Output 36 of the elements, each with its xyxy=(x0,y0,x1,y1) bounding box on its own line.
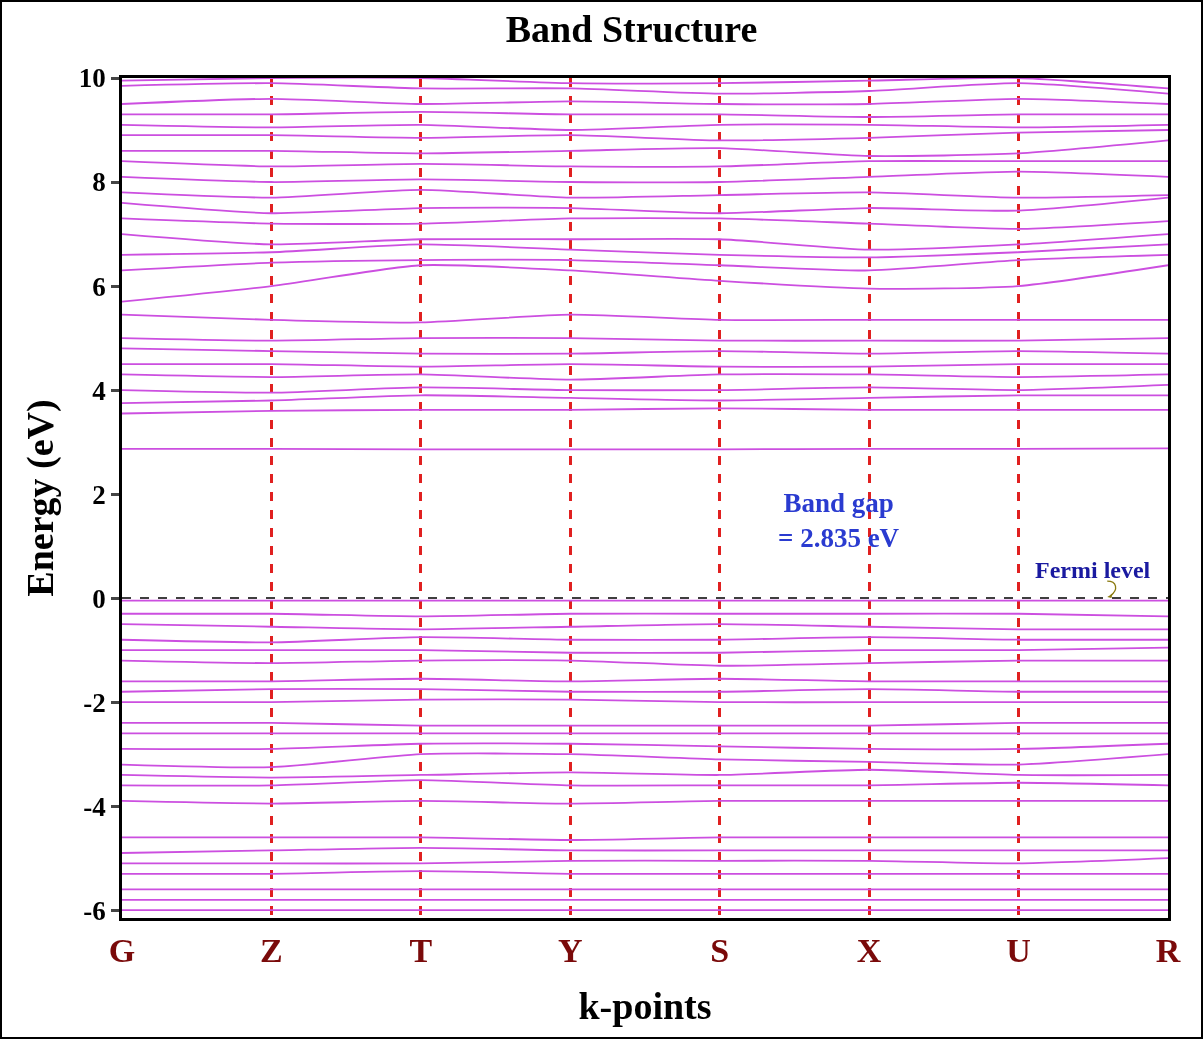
y-tick-label: -6 xyxy=(83,895,106,926)
y-tick-label: 0 xyxy=(92,583,106,614)
y-axis-title: Energy (eV) xyxy=(19,399,63,597)
y-tick-label: 4 xyxy=(92,375,106,406)
line-series xyxy=(122,768,1168,779)
y-tick-label: 2 xyxy=(92,479,106,510)
y-tick-label: -2 xyxy=(83,687,106,718)
chart-title: Band Structure xyxy=(505,8,758,51)
annotation: Band gap = 2.835 eV xyxy=(778,488,900,554)
annotation: Fermi level xyxy=(1035,557,1151,583)
x-tick-label: X xyxy=(856,931,882,969)
x-tick-label: G xyxy=(108,931,136,969)
x-tick-label: S xyxy=(710,931,730,969)
line-series xyxy=(122,129,1168,142)
line-series xyxy=(122,264,1168,303)
y-tick-label: 8 xyxy=(92,167,106,198)
x-tick-label: T xyxy=(409,931,433,969)
line-series xyxy=(122,170,1168,184)
line-series xyxy=(122,752,1168,769)
line-series xyxy=(122,394,1168,404)
line-series xyxy=(122,139,1168,158)
y-tick-label: 10 xyxy=(78,63,106,94)
line-series xyxy=(122,383,1168,394)
line-series xyxy=(122,253,1168,272)
line-series xyxy=(122,78,1168,90)
line-series xyxy=(122,243,1168,259)
x-tick-label: Z xyxy=(260,931,283,969)
y-tick-label: 6 xyxy=(92,271,106,302)
line-series xyxy=(122,82,1168,95)
line-series xyxy=(122,217,1168,230)
x-tick-label: Y xyxy=(558,931,583,969)
x-tick-label: U xyxy=(1006,931,1031,969)
x-tick-label: R xyxy=(1155,931,1181,969)
y-tick-label: -4 xyxy=(83,791,106,822)
line-series xyxy=(122,233,1168,251)
x-axis-title: k-points xyxy=(578,984,712,1027)
